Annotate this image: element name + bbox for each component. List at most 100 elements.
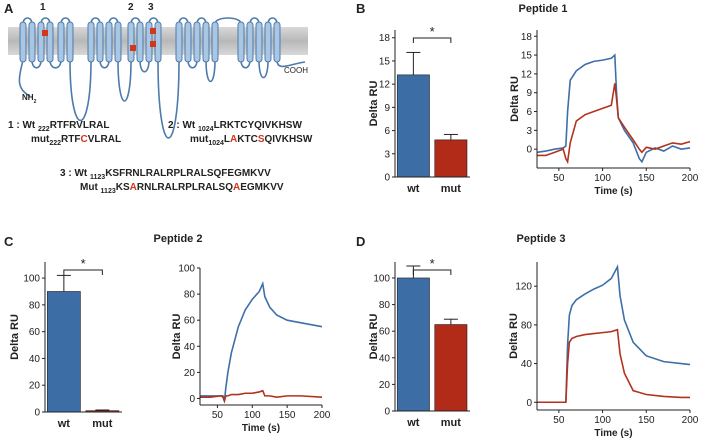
sequence: Mut 1123KSARNLRALRPLRALSQAEGMKVV <box>80 182 284 195</box>
text-segment: 1024 <box>208 140 224 147</box>
panel-label: A <box>4 1 14 16</box>
y-tick-label: 40 <box>521 359 533 370</box>
helix <box>237 21 245 63</box>
bar <box>396 277 430 412</box>
y-axis-label: Delta RU <box>508 313 520 359</box>
helix <box>46 21 54 63</box>
category-label: wt <box>406 183 420 195</box>
x-axis-label: Time (s) <box>242 423 280 434</box>
y-tick-label: 0 <box>526 145 532 156</box>
significance-bracket <box>63 269 103 275</box>
y-tick-label: 0 <box>189 394 195 405</box>
y-tick-label: 120 <box>515 282 532 293</box>
text-segment: A <box>233 182 240 193</box>
x-tick-label: 50 <box>553 173 565 184</box>
y-tick-label: 0 <box>384 173 390 184</box>
y-tick-label: 15 <box>521 51 533 62</box>
significance-bracket <box>412 269 452 275</box>
y-tick-label: 60 <box>379 327 391 338</box>
significance-label: * <box>430 24 435 39</box>
y-tick-label: 15 <box>379 56 391 67</box>
text-segment: NH <box>22 93 34 102</box>
series-line <box>537 264 691 404</box>
y-tick-label: 18 <box>379 33 391 44</box>
mutation-site <box>130 45 136 51</box>
chart-title: Peptide 2 <box>154 233 203 245</box>
sequence: mut1024LAKTCSQIVKHSW <box>190 134 313 147</box>
y-tick-label: 9 <box>526 88 532 99</box>
helix <box>114 21 122 63</box>
site-label: 2 <box>128 2 134 13</box>
x-tick-label: 150 <box>638 415 655 426</box>
y-tick-label: 20 <box>29 381 41 392</box>
x-tick-label: 200 <box>682 415 699 426</box>
y-tick-label: 80 <box>29 300 41 311</box>
text-segment: Mut <box>80 182 101 193</box>
category-label: mut <box>441 183 462 195</box>
text-segment: KS <box>116 182 130 193</box>
y-tick-label: 40 <box>184 342 196 353</box>
y-tick-label: 40 <box>379 353 391 364</box>
x-tick-label: 150 <box>279 410 296 421</box>
helix <box>184 21 192 63</box>
x-axis-label: Time (s) <box>594 186 632 197</box>
text-segment: KTC <box>237 134 258 145</box>
helix <box>105 21 113 63</box>
series-line <box>536 53 691 164</box>
chart-title: Peptide 3 <box>517 233 566 245</box>
text-segment: 1123 <box>101 188 116 195</box>
panel-label: B <box>356 1 365 16</box>
text-segment: KSFRNLRALRPLRALSQFEGMKVV <box>105 168 271 179</box>
text-segment: 222 <box>49 140 61 147</box>
text-segment: LRKTCYQIVKHSW <box>214 120 303 131</box>
helix <box>19 21 27 63</box>
helix <box>136 21 144 63</box>
c-terminus: COOH <box>284 66 308 75</box>
text-segment: RTF <box>61 134 80 145</box>
y-tick-label: 80 <box>379 300 391 311</box>
helix <box>127 21 135 63</box>
loops <box>18 17 306 139</box>
y-tick-label: 100 <box>373 273 390 284</box>
y-axis-label: Delta RU <box>509 76 521 122</box>
sequence: mut222RTFCVLRAL <box>31 134 121 147</box>
y-tick-label: 0 <box>526 398 532 409</box>
y-axis-label: Delta RU <box>368 81 380 127</box>
y-tick-label: 6 <box>384 126 390 137</box>
text-segment: A <box>230 134 237 145</box>
helix <box>264 21 272 63</box>
n-terminus: NH2 <box>22 93 37 105</box>
significance-label: * <box>430 256 435 271</box>
series-line <box>200 389 323 404</box>
y-tick-label: 12 <box>521 69 533 80</box>
bar <box>434 324 468 412</box>
text-segment: mut <box>31 134 50 145</box>
x-axis-label: Time (s) <box>594 428 632 439</box>
text-segment: QIVKHSW <box>265 134 313 145</box>
y-tick-label: 20 <box>379 380 391 391</box>
y-tick-label: 100 <box>23 274 40 285</box>
text-segment: 1123 <box>90 174 105 181</box>
text-segment: 1024 <box>198 126 214 133</box>
series-line <box>200 280 323 402</box>
x-tick-label: 100 <box>594 173 611 184</box>
series-line <box>537 328 690 404</box>
text-segment: A <box>130 182 137 193</box>
panel-label: C <box>4 234 14 249</box>
category-label: mut <box>92 418 113 430</box>
text-segment: EGMKVV <box>240 182 284 193</box>
panel-label: D <box>356 234 365 249</box>
y-tick-label: 100 <box>178 264 195 275</box>
category-label: mut <box>441 417 462 429</box>
y-axis-label: Delta RU <box>368 314 380 360</box>
helix <box>87 21 95 63</box>
x-tick-label: 100 <box>594 415 611 426</box>
text-segment: 2 : Wt <box>168 120 198 131</box>
helix <box>255 21 263 63</box>
y-tick-label: 3 <box>384 149 390 160</box>
sequence: 3 : Wt 1123KSFRNLRALRPLRALSQFEGMKVV <box>60 168 271 181</box>
helix <box>193 21 201 63</box>
y-tick-label: 20 <box>184 368 196 379</box>
y-tick-label: 18 <box>521 32 533 43</box>
